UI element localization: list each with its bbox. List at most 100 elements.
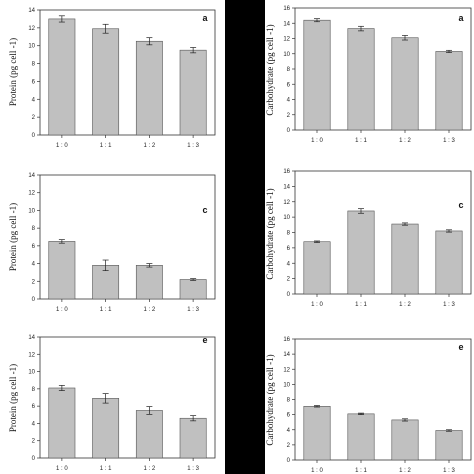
x-tick-label: 1 : 3	[187, 307, 199, 313]
bar	[135, 265, 163, 300]
panel-label: a	[202, 13, 208, 23]
y-tick-label: 10	[28, 44, 35, 50]
x-tick-label: 1 : 1	[355, 138, 367, 144]
bar	[391, 37, 419, 131]
x-tick-label: 1 : 2	[144, 307, 156, 313]
y-tick-label: 8	[287, 231, 291, 237]
y-axis-label: Carbohydrate (pg cell -1)	[265, 354, 275, 445]
y-tick-label: 14	[283, 352, 290, 358]
y-tick-label: 10	[283, 52, 290, 58]
y-tick-label: 0	[32, 297, 36, 303]
y-axis-label: Carbohydrate (pg cell -1)	[265, 188, 275, 279]
chart-carbohydrate-a: 0 2 4 6 8 10 12 14 16 1 : 0 1 : 1 1 : 2 1 : 3 Carbohy…	[265, 6, 472, 144]
x-tick-label: 1 : 2	[399, 468, 411, 474]
bar	[48, 241, 76, 300]
y-tick-label: 4	[32, 421, 36, 427]
y-tick-label: 4	[287, 428, 291, 434]
x-tick-label: 1 : 0	[311, 468, 323, 474]
y-tick-label: 2	[287, 277, 291, 283]
x-tick-label: 1 : 1	[355, 302, 367, 308]
bar	[92, 28, 120, 136]
x-tick-label: 1 : 0	[56, 143, 68, 149]
y-tick-label: 4	[32, 262, 36, 268]
y-tick-label: 14	[283, 184, 290, 190]
y-tick-label: 12	[28, 191, 35, 197]
y-tick-label: 12	[283, 367, 290, 373]
y-tick-label: 6	[32, 244, 36, 250]
y-tick-label: 14	[28, 8, 35, 14]
bar	[303, 241, 331, 295]
y-tick-label: 6	[287, 246, 291, 252]
y-axis-label: Protein (pg cell -1)	[8, 203, 18, 271]
y-tick-label: 0	[32, 456, 36, 462]
y-tick-label: 8	[32, 62, 36, 68]
y-tick-label: 2	[32, 115, 36, 121]
bar	[347, 413, 375, 461]
bar	[303, 19, 331, 131]
bar	[135, 410, 163, 459]
panel-label: c	[458, 200, 463, 210]
bar	[391, 419, 419, 461]
y-tick-label: 0	[287, 292, 291, 298]
y-tick-label: 4	[287, 98, 291, 104]
x-tick-label: 1 : 0	[56, 466, 68, 472]
plot-frame	[39, 336, 216, 459]
y-tick-label: 10	[28, 370, 35, 376]
bar	[435, 51, 463, 131]
y-tick-label: 2	[287, 113, 291, 119]
y-tick-label: 12	[28, 26, 35, 32]
x-tick-label: 1 : 2	[399, 302, 411, 308]
bar	[135, 40, 163, 136]
panel-divider	[225, 0, 265, 474]
bar	[391, 223, 419, 295]
x-tick-label: 1 : 3	[443, 138, 455, 144]
bar	[179, 279, 207, 300]
y-tick-label: 10	[28, 208, 35, 214]
x-tick-label: 1 : 2	[399, 138, 411, 144]
x-tick-label: 1 : 2	[144, 143, 156, 149]
y-tick-label: 0	[287, 128, 291, 134]
y-tick-label: 2	[32, 279, 36, 285]
y-tick-label: 16	[283, 6, 290, 12]
y-tick-label: 16	[283, 169, 290, 175]
y-axis-label: Protein (pg cell -1)	[8, 364, 18, 432]
panel-label: e	[202, 335, 207, 345]
y-tick-label: 8	[287, 398, 291, 404]
bar	[303, 406, 331, 461]
plot-frame	[39, 9, 216, 136]
y-tick-label: 10	[283, 215, 290, 221]
x-tick-label: 1 : 2	[144, 466, 156, 472]
x-tick-label: 1 : 1	[100, 143, 112, 149]
y-tick-label: 8	[287, 67, 291, 73]
x-tick-label: 1 : 3	[443, 302, 455, 308]
bar	[179, 417, 207, 459]
y-tick-label: 14	[28, 173, 35, 179]
panel-label: e	[458, 342, 463, 352]
y-tick-label: 4	[32, 97, 36, 103]
x-tick-label: 1 : 0	[311, 302, 323, 308]
y-tick-label: 8	[32, 387, 36, 393]
y-tick-label: 14	[28, 335, 35, 341]
x-tick-label: 1 : 0	[56, 307, 68, 313]
x-tick-label: 1 : 0	[311, 138, 323, 144]
x-tick-label: 1 : 1	[100, 466, 112, 472]
x-tick-label: 1 : 3	[443, 468, 455, 474]
y-tick-label: 6	[32, 404, 36, 410]
panel-label: a	[458, 13, 464, 23]
y-tick-label: 10	[283, 382, 290, 388]
plot-frame	[39, 174, 216, 300]
x-tick-label: 1 : 1	[100, 307, 112, 313]
chart-protein-a: 0 2 4 6 8 10 12 14 1 : 0 1 : 1 1 : 2 1 : 3 Protein (…	[8, 8, 216, 149]
x-tick-label: 1 : 3	[187, 143, 199, 149]
bar	[435, 230, 463, 295]
bar	[179, 49, 207, 136]
chart-protein-c: 0 2 4 6 8 10 12 14 1 : 0 1 : 1 1 : 2 1 : 3 Protein (…	[8, 173, 216, 313]
y-tick-label: 0	[32, 133, 36, 139]
bar	[92, 398, 120, 459]
y-tick-label: 6	[287, 82, 291, 88]
y-tick-label: 6	[287, 413, 291, 419]
chart-carbohydrate-c: 0 2 4 6 8 10 12 14 16 1 : 0 1 : 1 1 : 2 1 : 3 Carbohy…	[265, 169, 472, 308]
x-tick-label: 1 : 3	[187, 466, 199, 472]
y-tick-label: 0	[287, 458, 291, 464]
bar	[48, 18, 76, 136]
